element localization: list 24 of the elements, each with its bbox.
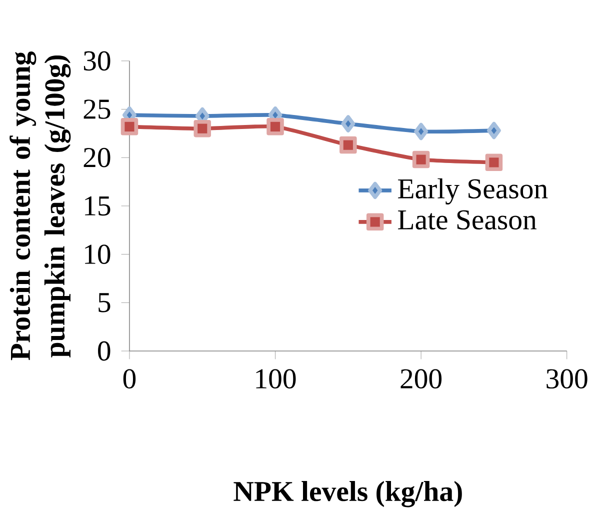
point <box>412 150 430 168</box>
point <box>340 136 357 154</box>
x-tick-label: 200 <box>400 369 442 389</box>
legend-label: Late Season <box>398 210 536 230</box>
y-tick-label: 0 <box>98 341 110 361</box>
x-axis-title: NPK levels (kg/ha) <box>234 481 462 508</box>
point <box>486 122 501 140</box>
x-tick-label: 300 <box>546 369 588 389</box>
y-tick-label: 20 <box>84 148 110 168</box>
point <box>485 154 503 172</box>
x-tick-label: 0 <box>123 369 136 389</box>
legend-label: Early Season <box>398 178 548 205</box>
y-tick-label: 10 <box>85 244 110 264</box>
point <box>194 120 212 138</box>
point <box>341 115 356 132</box>
point <box>266 118 284 136</box>
point <box>120 118 138 136</box>
x-tick-label: 100 <box>256 369 296 389</box>
y-tick-label: 5 <box>98 293 110 312</box>
y-tick-label: 15 <box>85 196 110 216</box>
point <box>414 122 428 140</box>
y-tick-label: 25 <box>84 100 110 119</box>
y-axis-title: Protein content of young pumpkin leaves (g/100g) <box>10 52 71 360</box>
y-tick-label: 30 <box>84 51 110 71</box>
